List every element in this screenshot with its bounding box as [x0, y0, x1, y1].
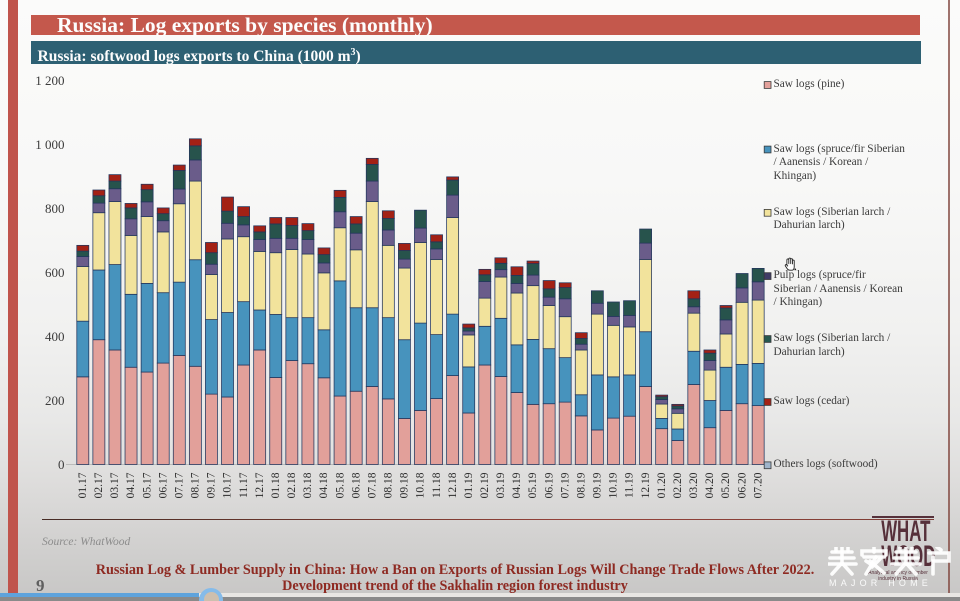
svg-text:06.20: 06.20 [736, 472, 748, 498]
svg-text:200: 200 [45, 393, 65, 408]
svg-text:12.19: 12.19 [640, 472, 652, 498]
svg-text:01.18: 01.18 [270, 472, 282, 498]
svg-text:06.18: 06.18 [350, 472, 362, 498]
svg-text:1 000: 1 000 [35, 137, 64, 152]
svg-text:11.18: 11.18 [431, 472, 443, 498]
svg-text:01.17: 01.17 [77, 472, 89, 498]
svg-text:03.20: 03.20 [688, 472, 700, 498]
svg-text:05.18: 05.18 [334, 472, 346, 498]
svg-text:05.19: 05.19 [527, 472, 539, 498]
svg-text:10.19: 10.19 [608, 472, 620, 498]
svg-text:10.18: 10.18 [415, 472, 427, 498]
svg-text:10.17: 10.17 [222, 472, 234, 498]
svg-text:02.20: 02.20 [672, 472, 684, 498]
svg-text:MAJOR HOME: MAJOR HOME [829, 578, 932, 588]
svg-text:01.20: 01.20 [656, 472, 668, 498]
svg-text:02.18: 02.18 [286, 472, 298, 498]
svg-text:09.18: 09.18 [399, 472, 411, 498]
svg-text:08.17: 08.17 [190, 472, 202, 498]
svg-text:02.19: 02.19 [479, 472, 491, 498]
svg-text:11.19: 11.19 [624, 472, 636, 498]
svg-text:04.20: 04.20 [704, 472, 716, 498]
svg-text:09.19: 09.19 [592, 472, 604, 498]
svg-text:08.18: 08.18 [383, 472, 395, 498]
svg-text:01.19: 01.19 [463, 472, 475, 498]
svg-text:06.19: 06.19 [543, 472, 555, 498]
svg-text:07.19: 07.19 [559, 472, 571, 498]
svg-text:02.17: 02.17 [93, 472, 105, 498]
svg-text:05.20: 05.20 [720, 472, 732, 498]
svg-text:03.19: 03.19 [495, 472, 507, 498]
svg-text:07.18: 07.18 [366, 472, 378, 498]
svg-text:0: 0 [58, 457, 65, 472]
svg-text:400: 400 [45, 329, 65, 344]
svg-text:08.19: 08.19 [575, 472, 587, 498]
svg-text:03.17: 03.17 [109, 472, 121, 498]
svg-text:11.17: 11.17 [238, 472, 250, 498]
svg-text:12.17: 12.17 [254, 472, 266, 498]
svg-text:04.17: 04.17 [125, 472, 137, 498]
svg-text:800: 800 [45, 201, 65, 216]
svg-text:09.17: 09.17 [206, 472, 218, 498]
svg-text:06.17: 06.17 [157, 472, 169, 498]
svg-text:07.20: 07.20 [752, 472, 764, 498]
svg-text:04.18: 04.18 [318, 472, 330, 498]
svg-text:12.18: 12.18 [447, 472, 459, 498]
svg-text:03.18: 03.18 [302, 472, 314, 498]
svg-text:1 200: 1 200 [35, 73, 64, 88]
svg-text:05.17: 05.17 [141, 472, 153, 498]
svg-text:07.17: 07.17 [173, 472, 185, 498]
svg-text:600: 600 [45, 265, 65, 280]
svg-text:04.19: 04.19 [511, 472, 523, 498]
